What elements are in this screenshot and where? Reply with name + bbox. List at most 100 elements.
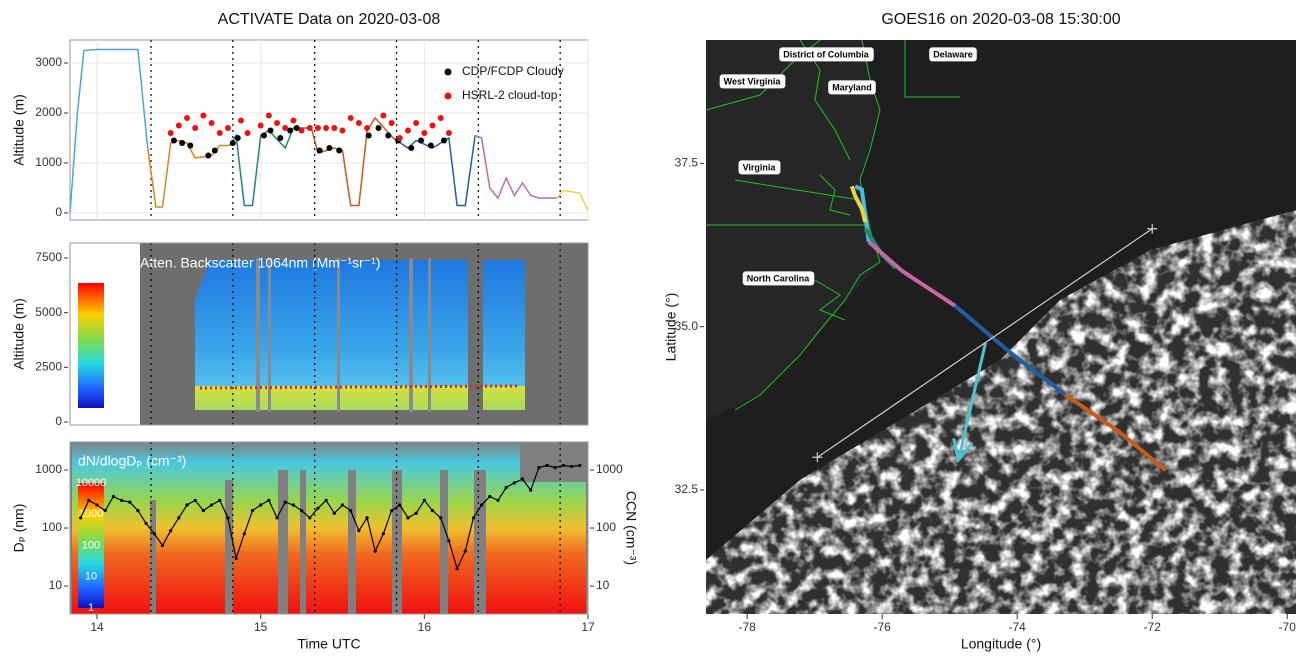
colorbar-tick-label: 1000	[79, 508, 103, 520]
data-point	[308, 516, 312, 520]
data-point	[283, 500, 287, 504]
data-point	[396, 135, 403, 141]
data-line	[474, 134, 557, 200]
data-point	[520, 477, 525, 481]
y-axis-label: Altitude (m)	[11, 298, 27, 370]
data-point	[504, 485, 508, 490]
y-tick-label: 2000	[35, 105, 62, 119]
region-label-box	[828, 80, 876, 95]
data-point	[418, 137, 425, 144]
data-point	[561, 463, 566, 468]
data-point	[257, 122, 264, 129]
panel-label: dN/dlogDₚ (cm⁻³)	[78, 453, 186, 469]
lidar-curtain	[70, 243, 588, 425]
data-point	[87, 498, 91, 502]
data-point	[187, 142, 194, 149]
y-tick-label: 3000	[35, 55, 62, 69]
data-point	[390, 508, 394, 513]
y-tick-label: 7500	[35, 250, 62, 264]
panel-frame	[69, 441, 589, 615]
data-point	[193, 498, 197, 502]
data-point	[287, 127, 294, 134]
data-point	[326, 145, 333, 151]
data-point	[332, 511, 336, 515]
data-point	[298, 127, 305, 134]
data-point	[111, 494, 115, 499]
region-label-box	[738, 160, 781, 175]
data-point	[349, 508, 353, 513]
data-point	[447, 539, 451, 543]
colorbar-tick-label: 100	[82, 539, 100, 551]
data-point	[244, 130, 251, 136]
data-point	[200, 112, 207, 119]
data-point	[365, 516, 369, 520]
data-point	[339, 127, 346, 134]
data-line	[556, 189, 589, 211]
data-point	[427, 142, 434, 149]
region-labels: District of Columbia Delaware West Virgi…	[719, 47, 977, 286]
panel-label: Atten. Backscatter 1064nm (Mm⁻¹sr⁻¹)	[140, 255, 380, 271]
data-point	[347, 115, 354, 121]
cross-marker	[1147, 223, 1158, 234]
data-point	[179, 140, 186, 146]
x-tick-label: -70	[1279, 620, 1296, 634]
data-point	[144, 521, 148, 526]
data-point	[357, 529, 361, 533]
x-tick-label: -78	[739, 620, 757, 634]
data-point	[488, 494, 492, 499]
data-point	[375, 125, 382, 131]
y-axis-label: Altitude (m)	[11, 94, 27, 166]
region-label-box	[719, 74, 786, 89]
y-tick-label: 0	[55, 205, 62, 219]
x-axis-label: Longitude (°)	[961, 636, 1041, 652]
region-label: West Virginia	[724, 76, 782, 86]
data-point	[365, 132, 372, 139]
data-point	[169, 529, 173, 533]
x-tick-label: -74	[1009, 620, 1027, 634]
data-point	[175, 122, 182, 129]
data-point	[422, 498, 426, 502]
data-point	[299, 508, 304, 513]
data-point	[380, 112, 387, 119]
data-point	[79, 516, 83, 520]
data-point	[340, 503, 345, 507]
data-point	[471, 516, 476, 520]
data-point	[201, 508, 205, 513]
data-point	[170, 137, 177, 144]
y2-axis-label: CCN (cm⁻³)	[623, 491, 639, 565]
data-point	[316, 506, 320, 510]
data-line	[953, 304, 1067, 397]
data-point	[388, 120, 395, 126]
data-line	[867, 240, 957, 308]
data-point	[136, 508, 140, 513]
y-tick-label: 5000	[35, 305, 62, 319]
region-label: Virginia	[743, 162, 777, 172]
data-point	[529, 488, 533, 492]
data-point	[234, 556, 238, 560]
data-point	[404, 127, 411, 134]
data-point	[537, 466, 541, 470]
data-point	[265, 112, 272, 119]
data-point	[260, 132, 267, 139]
data-point	[184, 115, 191, 121]
data-point	[291, 503, 296, 507]
data-point	[128, 500, 132, 504]
y-tick-label: 1000	[35, 462, 62, 476]
legend-label: HSRL-2 cloud-top	[462, 88, 558, 102]
data-point	[440, 137, 447, 144]
data-point	[238, 117, 245, 124]
data-point	[553, 466, 557, 470]
data-point	[160, 543, 165, 548]
data-line	[228, 127, 312, 207]
data-point	[455, 566, 459, 571]
data-point	[274, 120, 281, 126]
data-point	[429, 122, 436, 129]
data-point	[119, 498, 124, 502]
data-point	[336, 147, 343, 154]
x-tick-label: 14	[90, 620, 104, 634]
data-point	[408, 145, 415, 151]
colorbar-tick-label: 1	[88, 602, 94, 614]
data-point	[185, 503, 189, 507]
data-line	[849, 185, 868, 223]
